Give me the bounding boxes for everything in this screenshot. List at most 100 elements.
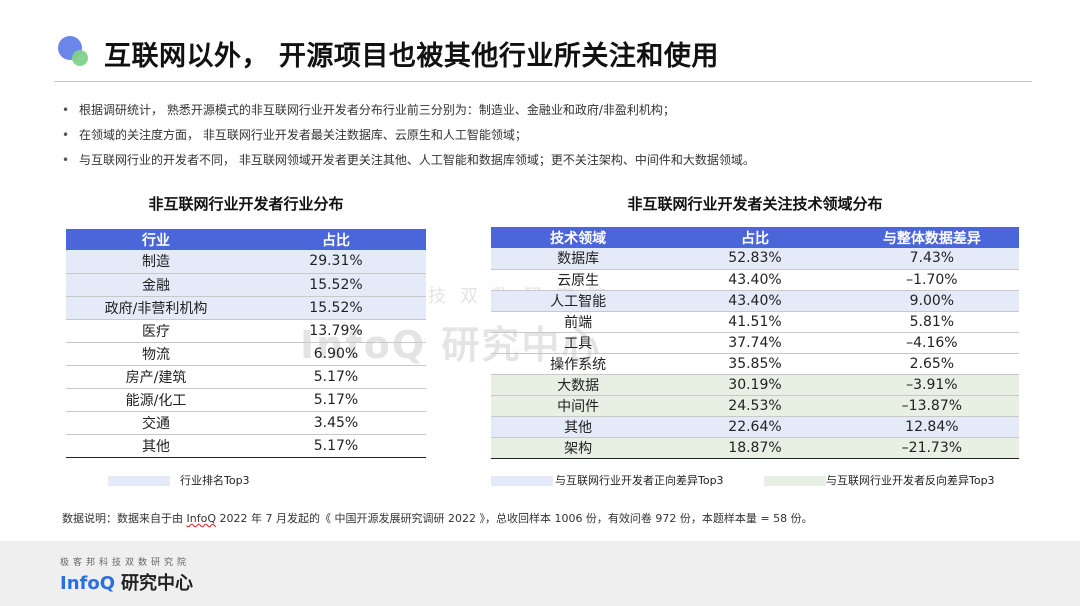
share-cell: 6.90%: [246, 342, 426, 366]
note-suffix: 2022 年 7 月发起的《 中国开源发展研究调研 2022 》，总收回样本 1…: [215, 512, 813, 525]
table-row: 云原生 43.40% –1.70%: [491, 269, 1019, 291]
title-decoration-icon: [58, 36, 92, 70]
legend-swatch-blue: [108, 476, 170, 486]
diff-cell: –13.87%: [844, 395, 1019, 417]
share-cell: 18.87%: [665, 437, 845, 459]
column-header: 占比: [246, 229, 426, 250]
footer-logo: InfoQ 研究中心: [60, 569, 193, 595]
legend-negative: 与互联网行业开发者反向差异Top3: [764, 474, 1024, 488]
share-cell: 5.17%: [246, 434, 426, 458]
industry-table-title: 非互联网行业开发者行业分布: [148, 195, 344, 213]
footer: 极客邦科技双数研究院 InfoQ 研究中心: [0, 541, 1080, 606]
table-row: 政府/非营利机构 15.52%: [66, 296, 426, 320]
table-row: 工具 37.74% –4.16%: [491, 332, 1019, 354]
legend-label: 与互联网行业开发者反向差异Top3: [826, 474, 995, 487]
industry-distribution-table: 行业 占比 制造 29.31% 金融 15.52% 政府/非营利机构 15.52% 医…: [66, 229, 426, 458]
share-cell: 5.17%: [246, 388, 426, 412]
column-header: 技术领域: [491, 227, 666, 248]
legend-top3: 行业排名Top3: [108, 474, 308, 488]
industry-cell: 制造: [66, 250, 246, 274]
industry-cell: 政府/非营利机构: [66, 296, 246, 320]
diff-cell: –1.70%: [844, 269, 1019, 291]
legend-swatch-blue: [491, 476, 553, 486]
footer-logo-cn: 研究中心: [121, 573, 194, 594]
domain-cell: 云原生: [491, 269, 666, 291]
tech-table-title: 非互联网行业开发者关注技术领域分布: [627, 195, 883, 213]
industry-cell: 物流: [66, 342, 246, 366]
table-row: 物流 6.90%: [66, 342, 426, 366]
diff-cell: 7.43%: [844, 248, 1019, 270]
industry-cell: 能源/化工: [66, 388, 246, 412]
table-row: 中间件 24.53% –13.87%: [491, 395, 1019, 417]
domain-cell: 中间件: [491, 395, 666, 417]
diff-cell: –4.16%: [844, 332, 1019, 354]
diff-cell: 5.81%: [844, 311, 1019, 333]
share-cell: 22.64%: [665, 416, 845, 438]
table-row: 交通 3.45%: [66, 411, 426, 435]
share-cell: 52.83%: [665, 248, 845, 270]
diff-cell: 9.00%: [844, 290, 1019, 312]
table-row: 人工智能 43.40% 9.00%: [491, 290, 1019, 312]
table-row: 制造 29.31%: [66, 250, 426, 274]
table-row: 其他 22.64% 12.84%: [491, 416, 1019, 438]
industry-cell: 金融: [66, 273, 246, 297]
data-note: 数据说明：数据来自于由 InfoQ 2022 年 7 月发起的《 中国开源发展研…: [62, 510, 813, 526]
column-header: 行业: [66, 229, 246, 250]
share-cell: 3.45%: [246, 411, 426, 435]
legend-swatch-green: [764, 476, 826, 486]
domain-cell: 人工智能: [491, 290, 666, 312]
note-brand: InfoQ: [186, 512, 216, 525]
industry-cell: 医疗: [66, 319, 246, 343]
share-cell: 41.51%: [665, 311, 845, 333]
domain-cell: 其他: [491, 416, 666, 438]
diff-cell: 12.84%: [844, 416, 1019, 438]
industry-cell: 其他: [66, 434, 246, 458]
share-cell: 15.52%: [246, 273, 426, 297]
bullet-item: 与互联网行业的开发者不同， 非互联网领域开发者更关注其他、人工智能和数据库领域；…: [62, 151, 755, 176]
table-row: 操作系统 35.85% 2.65%: [491, 353, 1019, 375]
table-row: 能源/化工 5.17%: [66, 388, 426, 412]
column-header: 与整体数据差异: [844, 227, 1019, 248]
share-cell: 29.31%: [246, 250, 426, 274]
bullet-item: 根据调研统计， 熟悉开源模式的非互联网行业开发者分布行业前三分别为：制造业、金融…: [62, 101, 755, 126]
legend-label: 与互联网行业开发者正向差异Top3: [555, 474, 724, 487]
diff-cell: –3.91%: [844, 374, 1019, 396]
legend-positive: 与互联网行业开发者正向差异Top3: [491, 474, 761, 488]
domain-cell: 数据库: [491, 248, 666, 270]
industry-cell: 房产/建筑: [66, 365, 246, 389]
page-title: 互联网以外， 开源项目也被其他行业所关注和使用: [104, 41, 719, 72]
tech-domain-table: 技术领域 占比 与整体数据差异 数据库 52.83% 7.43% 云原生 43.40%…: [491, 227, 1019, 459]
note-prefix: 数据说明：数据来自于由: [62, 512, 187, 525]
table-row: 医疗 13.79%: [66, 319, 426, 343]
table-row: 架构 18.87% –21.73%: [491, 437, 1019, 459]
diff-cell: –21.73%: [844, 437, 1019, 459]
industry-cell: 交通: [66, 411, 246, 435]
share-cell: 35.85%: [665, 353, 845, 375]
share-cell: 5.17%: [246, 365, 426, 389]
share-cell: 13.79%: [246, 319, 426, 343]
domain-cell: 大数据: [491, 374, 666, 396]
domain-cell: 工具: [491, 332, 666, 354]
share-cell: 15.52%: [246, 296, 426, 320]
table-row: 数据库 52.83% 7.43%: [491, 248, 1019, 270]
share-cell: 37.74%: [665, 332, 845, 354]
bullet-item: 在领域的关注度方面， 非互联网行业开发者最关注数据库、云原生和人工智能领域；: [62, 126, 755, 151]
green-dot-icon: [72, 50, 88, 66]
table-row: 大数据 30.19% –3.91%: [491, 374, 1019, 396]
table-row: 前端 41.51% 5.81%: [491, 311, 1019, 333]
share-cell: 43.40%: [665, 269, 845, 291]
share-cell: 43.40%: [665, 290, 845, 312]
domain-cell: 架构: [491, 437, 666, 459]
title-divider: [54, 81, 1032, 82]
domain-cell: 操作系统: [491, 353, 666, 375]
table-row: 金融 15.52%: [66, 273, 426, 297]
footer-org-text: 极客邦科技双数研究院: [60, 558, 191, 568]
column-header: 占比: [665, 227, 845, 248]
footer-logo-en: InfoQ: [60, 573, 116, 594]
table-row: 其他 5.17%: [66, 434, 426, 458]
share-cell: 24.53%: [665, 395, 845, 417]
domain-cell: 前端: [491, 311, 666, 333]
diff-cell: 2.65%: [844, 353, 1019, 375]
share-cell: 30.19%: [665, 374, 845, 396]
table-row: 房产/建筑 5.17%: [66, 365, 426, 389]
